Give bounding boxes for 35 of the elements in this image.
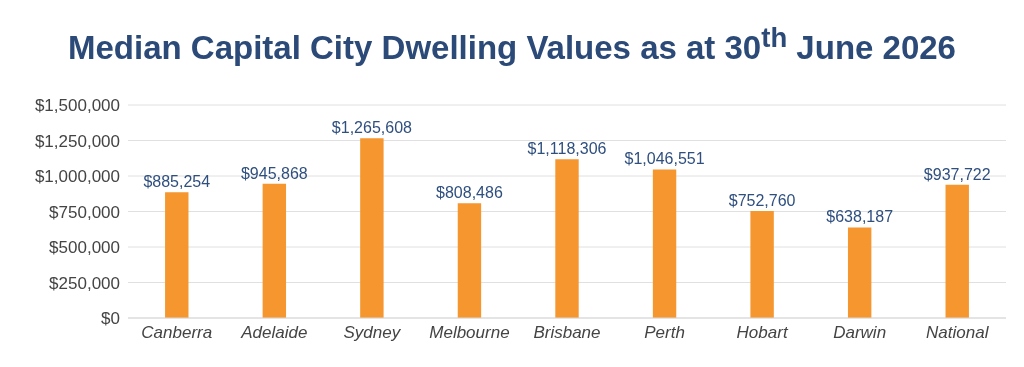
y-tick-label: $0 (101, 309, 120, 329)
data-label: $885,254 (143, 173, 211, 191)
bar (360, 138, 384, 318)
x-tick-label: Hobart (736, 323, 789, 343)
x-tick-label: Canberra (141, 323, 213, 343)
bar (945, 184, 969, 318)
bar (750, 211, 774, 318)
y-tick-label: $1,500,000 (34, 96, 120, 116)
bar (652, 169, 677, 318)
bar (165, 192, 189, 318)
y-tick-label: $750,000 (49, 202, 120, 222)
chart-title: Median Capital City Dwelling Values as at 30$^{th}$ June 2026 (67, 21, 957, 68)
y-tick-label: $1,000,000 (34, 167, 120, 187)
data-label: $937,722 (923, 165, 991, 183)
x-tick-label: Perth (644, 323, 685, 343)
x-tick-label: Melbourne (429, 323, 510, 343)
x-tick-label: Sydney (343, 323, 402, 343)
data-label: $1,265,608 (331, 119, 413, 137)
data-label: $1,046,551 (624, 150, 705, 168)
x-tick-label: Brisbane (533, 323, 601, 343)
data-label: $945,868 (240, 164, 308, 182)
bar (262, 183, 287, 318)
y-tick-label: $500,000 (49, 238, 120, 258)
data-label: $808,486 (436, 184, 503, 202)
x-tick-label: Darwin (833, 323, 887, 343)
x-tick-label: National (926, 323, 990, 343)
y-tick-label: $1,250,000 (34, 131, 120, 151)
y-tick-label: $250,000 (49, 273, 120, 293)
bar (847, 227, 872, 318)
data-label: $752,760 (728, 192, 796, 210)
bar (457, 203, 482, 318)
x-tick-label: Adelaide (240, 323, 308, 343)
bar (555, 159, 579, 318)
data-label: $638,187 (826, 208, 894, 226)
data-label: $1,118,306 (527, 140, 607, 158)
